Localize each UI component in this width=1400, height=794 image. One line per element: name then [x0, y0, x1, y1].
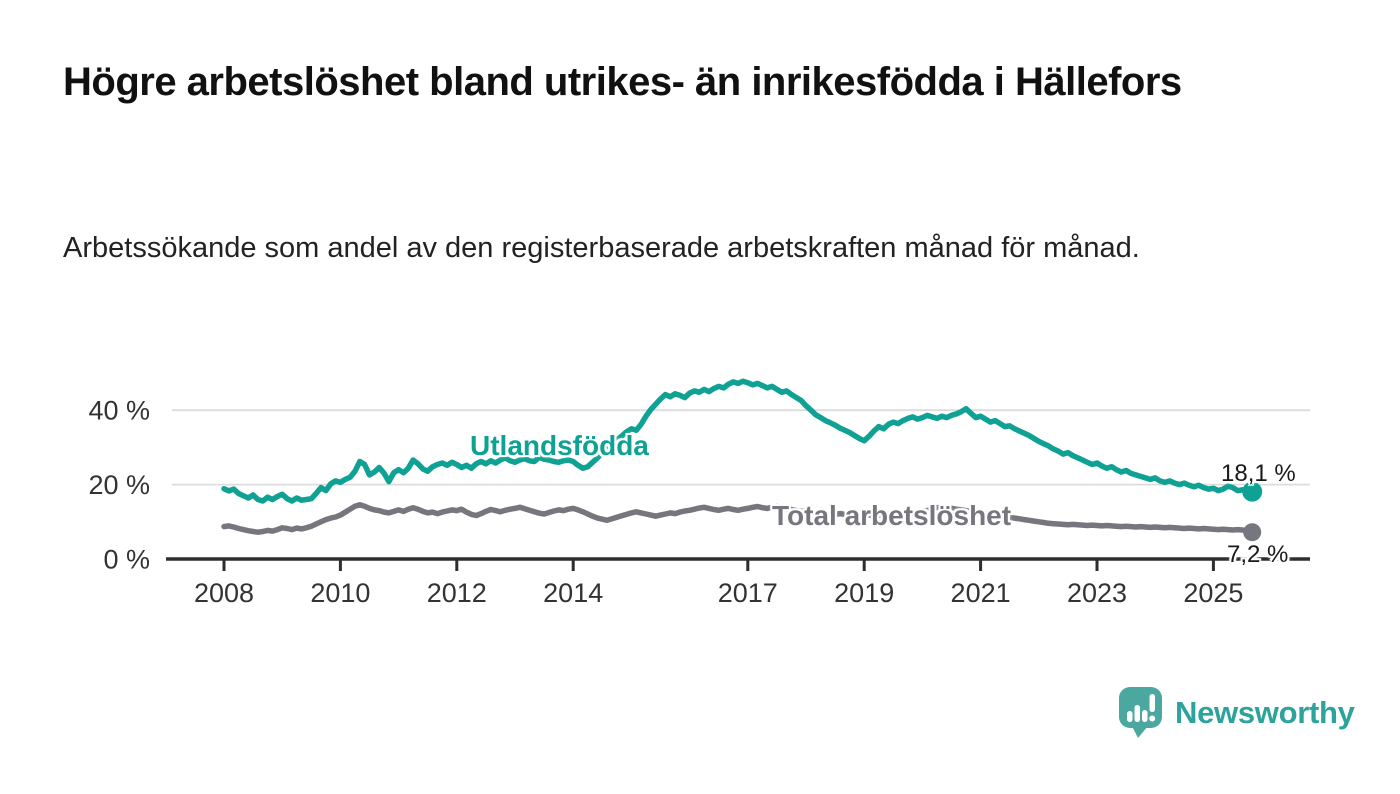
series-end-dot-utlandsfodda — [1242, 481, 1263, 502]
series-line-utlandsf-dda — [221, 378, 1255, 504]
x-axis-tick-label: 2014 — [543, 578, 603, 608]
y-axis-tick-label: 20 % — [88, 470, 150, 500]
y-axis-tick-label: 0 % — [103, 545, 150, 575]
newsworthy-logo-text: Newsworthy — [1175, 694, 1355, 730]
x-axis-tick-label: 2012 — [427, 578, 487, 608]
newsworthy-logo: Newsworthy — [1117, 686, 1355, 739]
series-line-total-arbetsl-shet — [221, 501, 1255, 535]
x-axis-tick-label: 2023 — [1067, 578, 1127, 608]
page-title: Högre arbetslöshet bland utrikes- än inr… — [63, 60, 1182, 104]
x-axis-tick-label: 2017 — [718, 578, 778, 608]
page-subtitle: Arbetssökande som andel av den registerb… — [63, 232, 1140, 264]
series-end-dot-total — [1243, 523, 1262, 542]
series-label-total-arbetsloshet: Total arbetslöshet — [772, 500, 1012, 531]
x-axis-tick-label: 2021 — [951, 578, 1011, 608]
x-axis-tick-label: 2010 — [310, 578, 370, 608]
x-axis-tick-label: 2019 — [834, 578, 894, 608]
newsworthy-bubble-chart-icon — [1119, 687, 1162, 738]
series-label-utlandsfodda: Utlandsfödda — [470, 430, 649, 461]
x-axis-tick-label: 2008 — [194, 578, 254, 608]
x-axis-tick-label: 2025 — [1183, 578, 1243, 608]
y-axis-tick-label: 40 % — [88, 396, 150, 426]
end-value-label-utlandsfodda: 18,1 % — [1221, 460, 1296, 487]
end-value-label-total: 7,2 % — [1227, 541, 1289, 568]
